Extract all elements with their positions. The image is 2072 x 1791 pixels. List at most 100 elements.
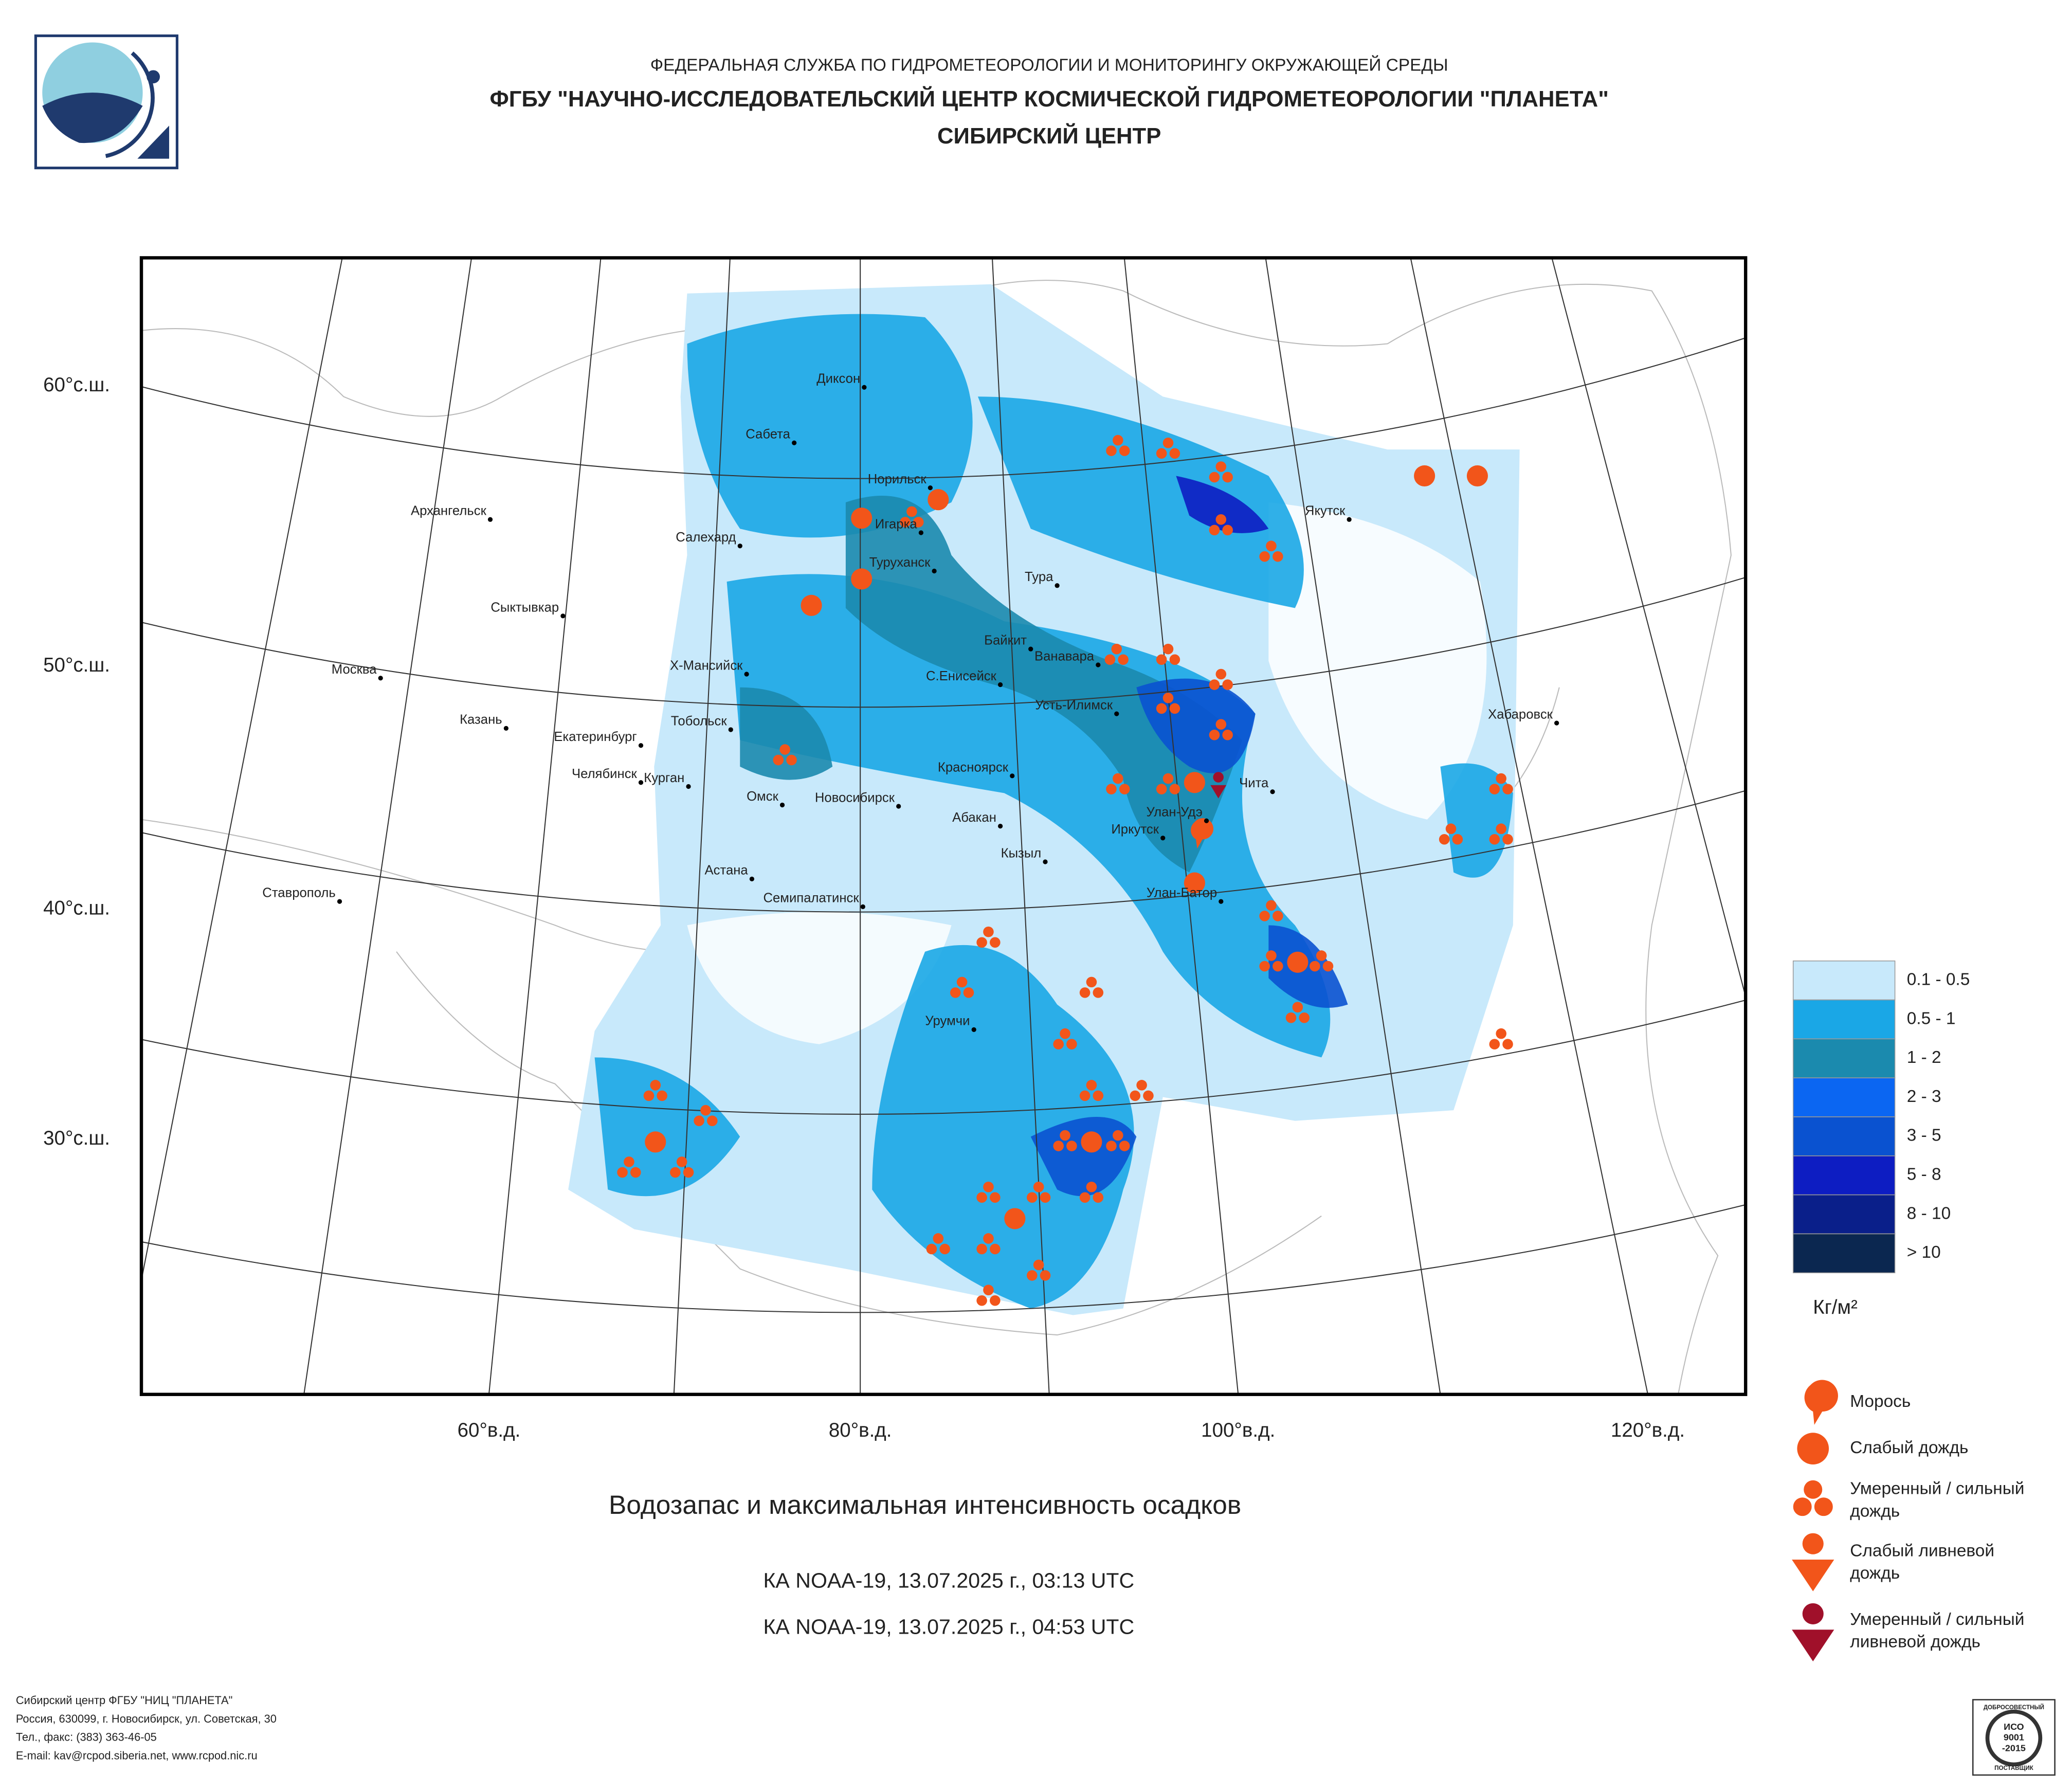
city-dot [997,823,1003,829]
legend-shower-heavy [1802,1603,1824,1624]
city-dot [638,780,644,785]
rain-moderate [1066,1039,1077,1050]
rain-light [1287,951,1308,973]
rain-light [851,508,873,529]
meridian [1410,258,1649,1395]
rain-moderate [990,1295,1001,1306]
rain-moderate [1489,1039,1500,1050]
city-dot [1204,818,1209,823]
legend-label: 5 - 8 [1907,1165,1941,1184]
rain-moderate [976,1243,987,1255]
city-dot [487,517,493,522]
lat-label: 50°с.ш. [43,654,110,676]
rain-moderate [1209,524,1220,536]
rain-moderate [1079,987,1090,998]
meridian [991,258,1050,1395]
rain-moderate [1156,784,1167,794]
rain-moderate [1040,1192,1051,1203]
rain-moderate [1439,834,1450,845]
city-label: Х-Мансийск [670,658,743,673]
legend-swatch [1792,1038,1896,1078]
city-dot [686,784,691,789]
rain-moderate [1113,773,1123,784]
city-label: Екатеринбург [554,730,637,744]
rain-moderate [1162,643,1174,655]
cloud-field [687,314,973,538]
rain-moderate [1489,784,1500,794]
rain-moderate [1156,448,1167,459]
meridian [1265,258,1441,1395]
border [396,951,1322,1336]
rain-moderate [1156,654,1167,665]
rain-moderate [1259,911,1270,921]
rain-moderate [650,1080,661,1091]
rain-moderate [1106,784,1117,794]
rain-moderate [976,1295,987,1306]
city-label: Ванавара [1034,649,1095,663]
drizzle [1191,818,1214,849]
rain-moderate [1086,976,1097,988]
city-dot [337,899,342,904]
legend-label: 1 - 2 [1907,1048,1941,1067]
rain-moderate [1079,1192,1090,1203]
cloud-gap [687,912,952,1044]
city-label: Туруханск [869,555,931,570]
caption-pass: КА NOAA-19, 13.07.2025 г., 03:13 UTC [763,1569,1134,1593]
city-label: Усть-Илимск [1035,698,1113,712]
coastline [141,280,1732,1395]
rain-moderate [700,1105,711,1116]
rain-moderate [1119,784,1130,794]
rain-moderate [1502,834,1513,845]
city-label: Игарка [875,517,918,531]
rain-moderate [983,1285,994,1295]
rain-moderate [1111,643,1122,655]
city-label: Норильск [868,472,927,486]
rain-moderate [1273,961,1283,972]
legend-swatch [1792,1077,1896,1117]
cloud-field [1268,925,1348,1008]
rain-moderate [683,1167,694,1178]
rain-moderate [1452,834,1463,845]
rain-moderate [694,1115,704,1126]
rain-moderate [990,1243,1001,1255]
lat-label: 40°с.ш. [43,897,110,919]
legend-precip-label: дождь [1850,1501,1900,1521]
rain-moderate [933,1233,944,1244]
rain-moderate [1445,823,1457,834]
rain-moderate [1040,1270,1051,1281]
cloud-field [977,396,1304,608]
rain-moderate [1259,961,1270,972]
rain-moderate [1310,961,1320,972]
legend-precip-label: Умеренный / сильный [1850,1479,2024,1498]
city-dot [744,672,749,677]
legend-precip-label: Умеренный / сильный [1850,1610,2024,1629]
city-dot [779,802,785,808]
city-dot [1055,583,1060,588]
rain-moderate [1273,911,1283,921]
rain-moderate [1156,703,1167,714]
rain-moderate [1162,773,1174,784]
city-label: Кызыл [1001,846,1042,860]
rain-moderate [773,754,784,766]
city-label: Диксон [816,372,860,386]
rain-moderate [1215,668,1227,680]
iso-line: -2015 [2002,1743,2026,1753]
rain-moderate [1079,1090,1090,1101]
city-dot [1270,789,1275,794]
rain-moderate [617,1167,628,1178]
city-label: С.Енисейск [926,669,997,683]
city-label: Курган [644,771,684,785]
legend-unit: Кг/м² [1813,1296,1858,1318]
legend-shower-heavy [1792,1630,1834,1661]
rain-moderate [1033,1181,1044,1192]
cloud-field [740,687,833,780]
legend-label: 2 - 3 [1907,1087,1941,1106]
rain-moderate [1169,448,1180,459]
rain-moderate [707,1115,718,1126]
city-dot [1219,899,1224,904]
rain-moderate [1130,1090,1141,1101]
rain-moderate [624,1156,634,1167]
city-dot [1347,517,1352,522]
city-label: Сыктывкар [490,600,559,614]
